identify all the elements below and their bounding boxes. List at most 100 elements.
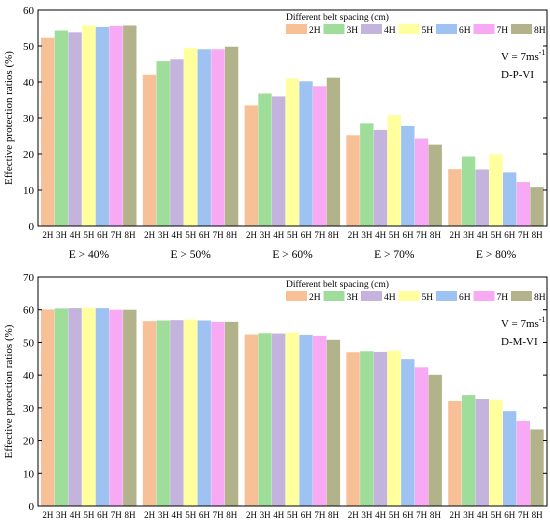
bar-2H-5 <box>448 169 462 226</box>
x-tick-label: 5H <box>185 510 197 520</box>
x-tick-label: 5H <box>389 510 401 520</box>
legend-swatch-4H <box>361 291 382 301</box>
bar-8H-4 <box>428 374 442 506</box>
x-tick-label: 2H <box>144 510 156 520</box>
bar-2H-4 <box>346 135 360 226</box>
x-tick-label: 6H <box>504 230 516 240</box>
x-tick-label: 6H <box>301 510 313 520</box>
bar-3H-4 <box>360 351 374 506</box>
legend-label-8H: 8H <box>534 293 546 303</box>
bar-8H-3 <box>326 339 341 506</box>
bar-7H-3 <box>313 335 327 506</box>
bar-3H-2 <box>156 61 170 227</box>
bar-4H-4 <box>373 351 388 506</box>
x-tick-label: 2H <box>42 230 54 240</box>
bar-5H-1 <box>82 25 96 227</box>
y-tick-label: 70 <box>23 272 35 284</box>
x-tick-label: 7H <box>213 230 225 240</box>
bar-4H-4 <box>373 129 388 226</box>
x-tick-label: 2H <box>144 230 156 240</box>
bar-6H-2 <box>197 49 211 226</box>
bar-8H-5 <box>530 429 544 506</box>
y-tick-label: 60 <box>23 305 35 317</box>
wind-speed-annotation: V = 7ms-1 <box>501 315 545 330</box>
y-tick-label: 20 <box>23 436 35 448</box>
x-tick-label: 7H <box>213 510 225 520</box>
legend-label-5H: 5H <box>422 26 434 36</box>
legend-swatch-5H <box>398 291 420 301</box>
x-tick-label: 3H <box>361 510 373 520</box>
x-tick-label: 3H <box>260 230 272 240</box>
x-tick-label: 7H <box>111 510 123 520</box>
x-tick-label: 3H <box>260 510 272 520</box>
x-tick-label: 7H <box>518 510 530 520</box>
legend-label-7H: 7H <box>497 26 509 36</box>
x-tick-label: 4H <box>70 230 82 240</box>
bar-2H-3 <box>244 334 258 506</box>
y-tick-label: 20 <box>23 149 35 161</box>
x-tick-label: 8H <box>532 510 544 520</box>
bar-2H-1 <box>41 309 55 506</box>
legend-swatch-8H <box>511 291 532 301</box>
bar-8H-1 <box>123 25 137 227</box>
x-tick-label: 6H <box>199 230 211 240</box>
y-tick-label: 30 <box>23 403 35 415</box>
legend-label-2H: 2H <box>309 26 321 36</box>
legend-swatch-3H <box>323 24 345 34</box>
bar-8H-2 <box>224 46 239 226</box>
bar-6H-5 <box>502 411 517 506</box>
legend-label-4H: 4H <box>384 26 396 36</box>
x-tick-label: 8H <box>124 230 136 240</box>
bar-2H-2 <box>142 321 157 506</box>
bar-4H-2 <box>170 59 184 226</box>
legend-label-8H: 8H <box>534 26 546 36</box>
x-tick-label: 3H <box>158 510 170 520</box>
x-tick-label: 6H <box>97 230 109 240</box>
group-label: E > 50% <box>171 249 212 261</box>
legend-label-7H: 7H <box>497 293 509 303</box>
y-tick-label: 10 <box>23 185 35 197</box>
bar-7H-2 <box>211 321 225 506</box>
legend-title: Different belt spacing (cm) <box>286 12 389 23</box>
y-tick-label: 0 <box>29 221 35 233</box>
bar-3H-3 <box>258 93 272 227</box>
bar-7H-4 <box>414 138 429 226</box>
bar-4H-1 <box>68 32 82 226</box>
x-tick-label: 5H <box>185 230 197 240</box>
bar-8H-4 <box>428 144 442 226</box>
bar-5H-4 <box>387 115 401 226</box>
x-tick-label: 4H <box>273 510 285 520</box>
bar-7H-5 <box>516 182 531 226</box>
x-tick-label: 2H <box>348 510 360 520</box>
x-tick-label: 3H <box>56 230 68 240</box>
x-tick-label: 3H <box>158 230 170 240</box>
x-tick-label: 8H <box>430 230 442 240</box>
x-tick-label: 6H <box>504 510 516 520</box>
x-tick-label: 5H <box>491 510 503 520</box>
bar-6H-3 <box>299 334 313 506</box>
bar-3H-5 <box>461 156 476 226</box>
x-tick-label: 3H <box>463 510 475 520</box>
y-tick-label: 0 <box>29 501 35 513</box>
y-tick-label: 10 <box>23 468 35 480</box>
x-tick-label: 6H <box>301 230 313 240</box>
chart-panel-1: 0 10 20 30 40 50 60 Effective protection ratios… <box>3 5 548 261</box>
y-tick-label: 50 <box>23 337 35 349</box>
legend-swatch-2H <box>286 291 307 301</box>
x-tick-label: 4H <box>70 510 82 520</box>
bar-2H-2 <box>142 74 157 226</box>
x-tick-label: 7H <box>416 510 428 520</box>
y-tick-label: 30 <box>23 113 35 125</box>
x-tick-label: 7H <box>111 230 123 240</box>
x-tick-label: 2H <box>246 510 258 520</box>
x-tick-label: 5H <box>83 510 95 520</box>
legend-label-6H: 6H <box>459 293 471 303</box>
bar-7H-4 <box>414 367 429 506</box>
legend-swatch-7H <box>473 24 495 34</box>
bar-6H-3 <box>299 81 313 226</box>
x-tick-label: 3H <box>56 510 68 520</box>
x-tick-label: 4H <box>375 510 387 520</box>
x-tick-label: 7H <box>416 230 428 240</box>
bar-3H-3 <box>258 333 272 506</box>
